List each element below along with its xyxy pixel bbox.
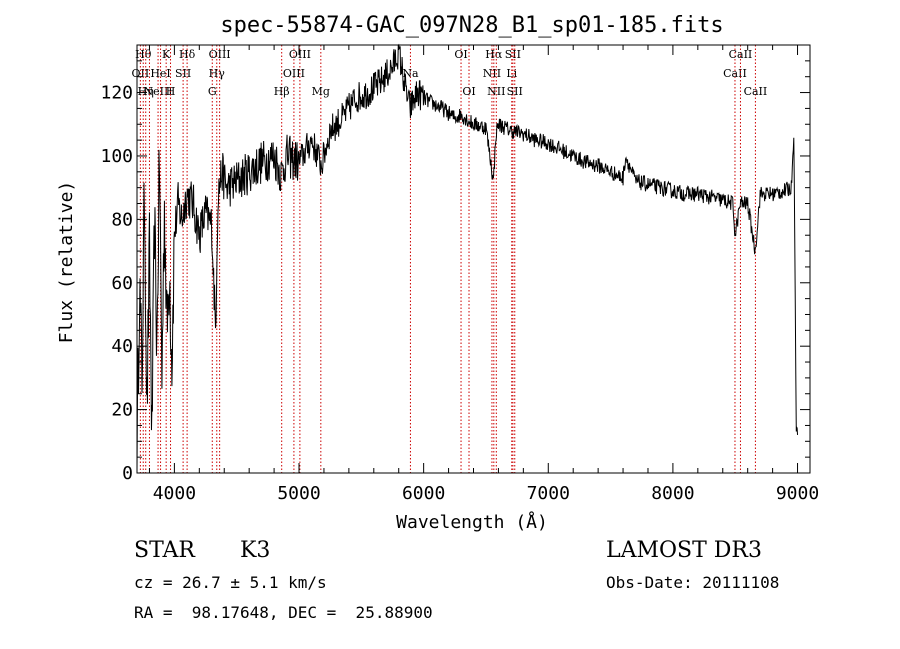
line-marker-label: SII bbox=[175, 67, 191, 80]
line-marker-label: NII bbox=[483, 67, 501, 80]
x-axis-label: Wavelength (Å) bbox=[396, 511, 548, 533]
line-marker-label: CaII bbox=[744, 85, 768, 98]
redshift-value: cz = 26.7 ± 5.1 km/s bbox=[134, 573, 327, 592]
y-tick-label: 60 bbox=[111, 273, 133, 294]
x-tick-label: 4000 bbox=[153, 483, 196, 504]
line-marker-label: Mg bbox=[312, 85, 330, 98]
plot-frame bbox=[136, 44, 811, 474]
y-tick-label: 20 bbox=[111, 400, 133, 421]
axes-layer: 4000 5000 6000 7000 8000 9000 0 20 40 60 80 100 120 bbox=[100, 45, 819, 504]
line-marker-label: Hθ bbox=[135, 48, 152, 61]
line-marker-label: G bbox=[208, 85, 217, 98]
line-marker-label: OIII bbox=[283, 67, 305, 80]
y-tick-label: 0 bbox=[122, 463, 133, 484]
line-marker-label: Hδ bbox=[179, 48, 196, 61]
y-tick-label: 80 bbox=[111, 209, 133, 230]
line-marker-label: SII bbox=[505, 48, 521, 61]
line-marker-label: Hβ bbox=[274, 85, 290, 98]
line-marker-label: Na bbox=[402, 67, 419, 80]
line-marker-label: H bbox=[166, 85, 176, 98]
chart-title: spec-55874-GAC_097N28_B1_sp01-185.fits bbox=[220, 13, 723, 38]
series-layer bbox=[136, 43, 799, 470]
series-line-0 bbox=[136, 43, 799, 470]
y-tick-label: 100 bbox=[100, 146, 133, 167]
y-axis-label: Flux (relative) bbox=[56, 181, 77, 344]
line-marker-label: OI bbox=[462, 85, 475, 98]
x-tick-label: 6000 bbox=[402, 483, 445, 504]
x-tick-label: 8000 bbox=[651, 483, 694, 504]
line-marker-label: OIII bbox=[209, 48, 231, 61]
coordinates: RA = 98.17648, DEC = 25.88900 bbox=[134, 603, 433, 622]
line-marker-label: CaII bbox=[729, 48, 753, 61]
x-tick-label: 9000 bbox=[776, 483, 819, 504]
survey-name: LAMOST DR3 bbox=[606, 538, 762, 563]
line-marker-label: OIII bbox=[289, 48, 311, 61]
line-marker-label: OI bbox=[454, 48, 467, 61]
line-marker-label: CaII bbox=[723, 67, 747, 80]
x-tick-label: 7000 bbox=[527, 483, 570, 504]
line-marker-label: HeI bbox=[150, 67, 170, 80]
object-class: STAR bbox=[134, 538, 195, 563]
line-marker-label: Li bbox=[506, 67, 517, 80]
y-tick-label: 120 bbox=[100, 83, 133, 104]
y-tick-label: 40 bbox=[111, 336, 133, 357]
line-marker-label: OII bbox=[132, 67, 150, 80]
line-marker-label: NII bbox=[487, 85, 505, 98]
line-marker-label: NeIII bbox=[143, 85, 172, 98]
observation-date: Obs-Date: 20111108 bbox=[606, 573, 780, 592]
object-subclass: K3 bbox=[240, 538, 271, 563]
line-marker-label: SII bbox=[507, 85, 523, 98]
line-marker-label: Hα bbox=[485, 48, 503, 61]
line-marker-label: Hγ bbox=[209, 67, 226, 80]
x-tick-label: 5000 bbox=[277, 483, 320, 504]
line-marker-label: K bbox=[162, 48, 171, 61]
